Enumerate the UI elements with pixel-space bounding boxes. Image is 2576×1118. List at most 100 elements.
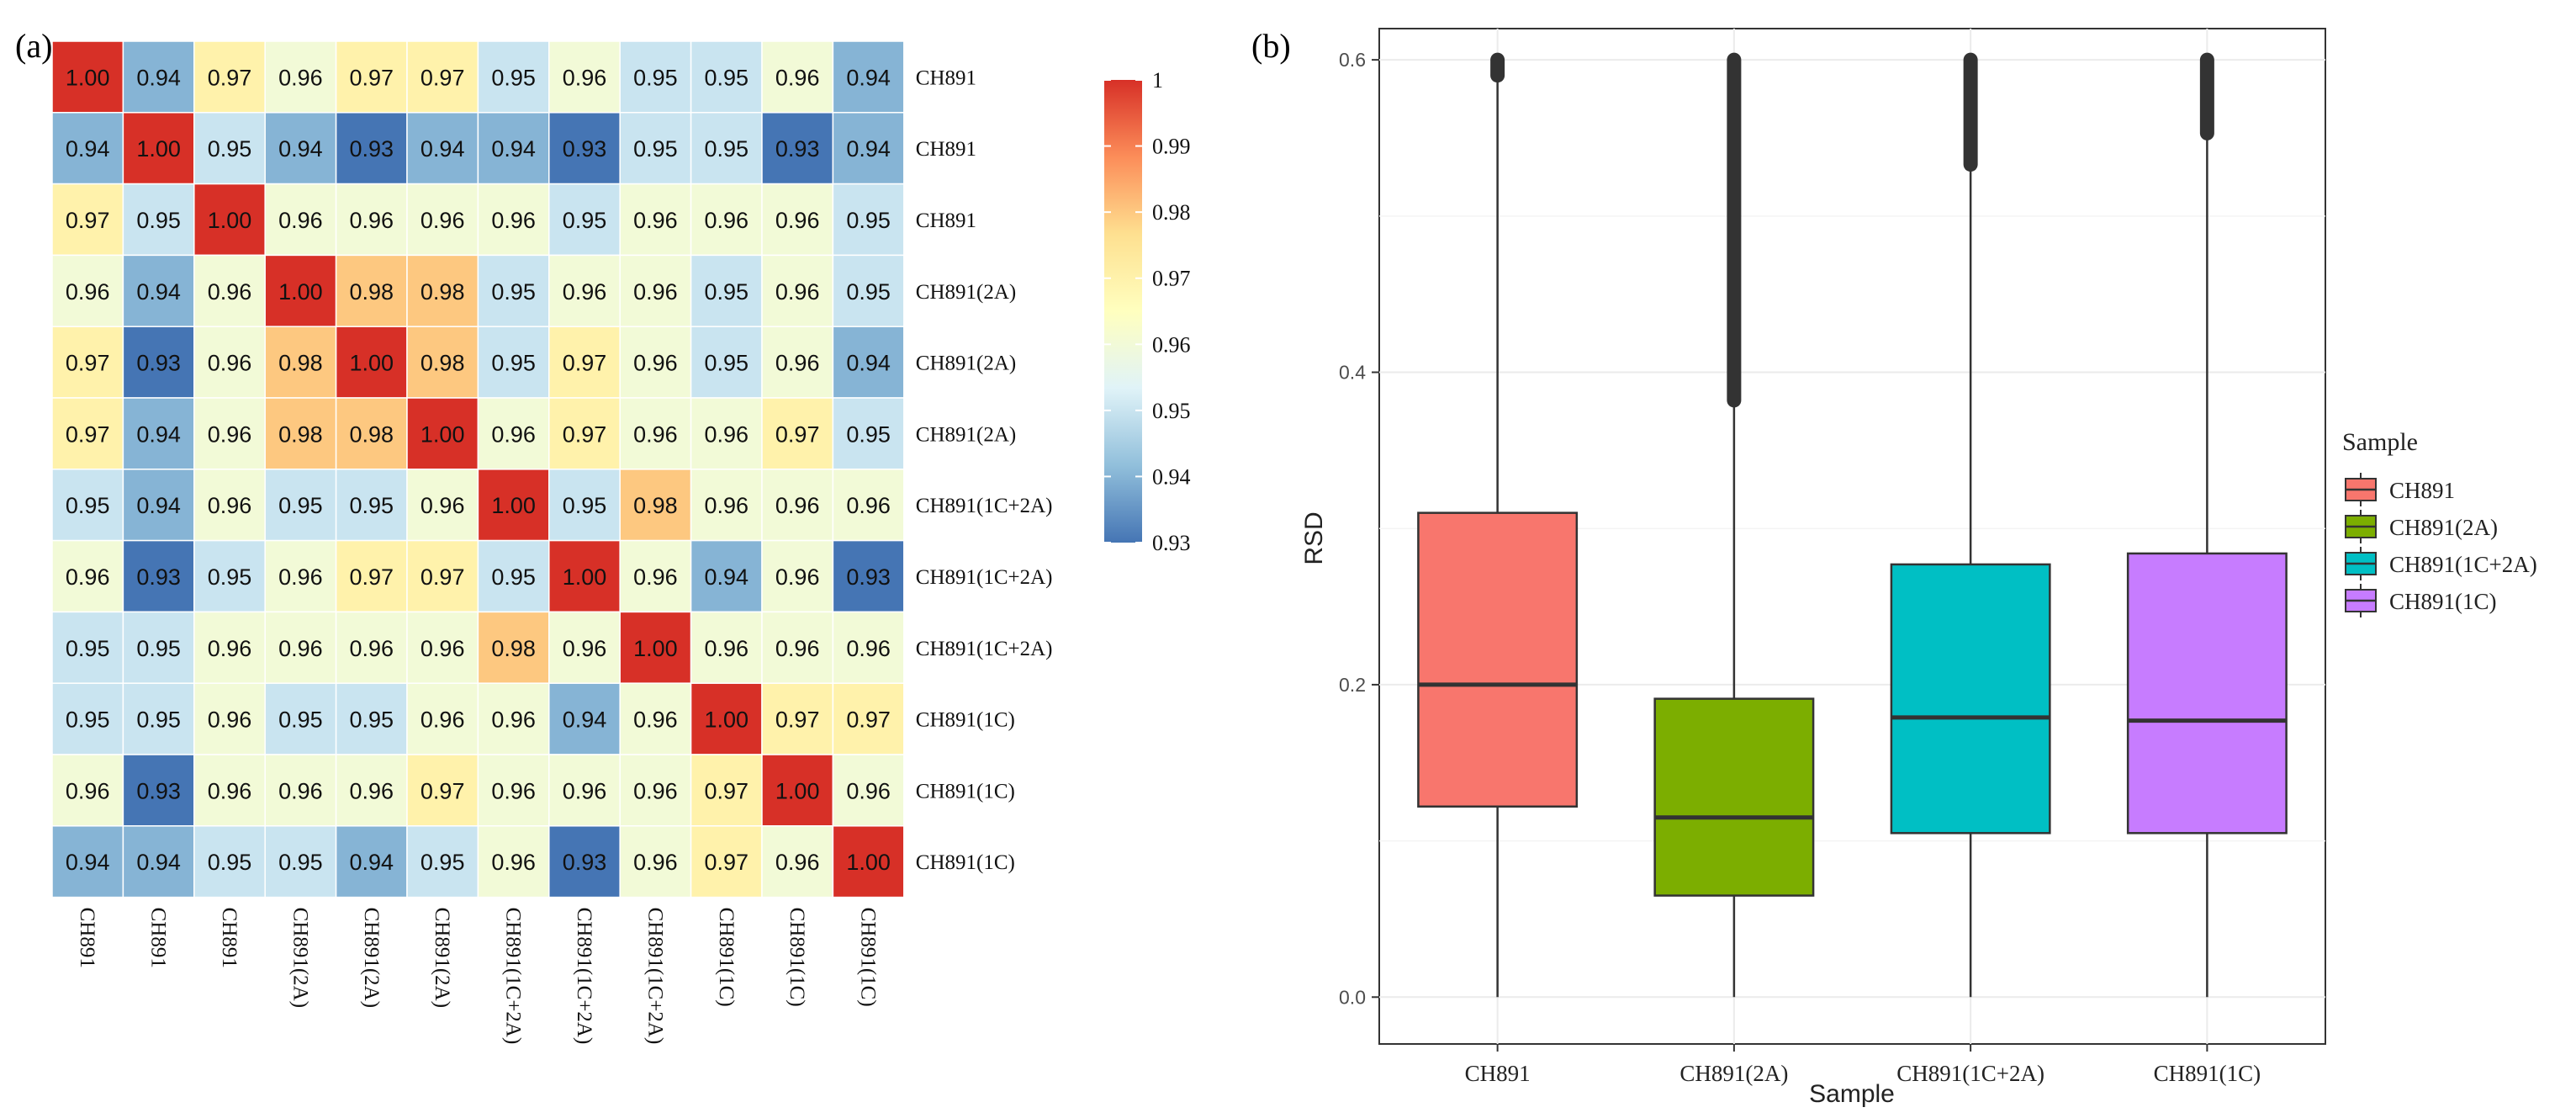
heatmap-cell-label-r4-c2: 0.96 (208, 351, 252, 376)
heatmap-cell-r0-c11 (832, 40, 905, 114)
heatmap-cell-label-r11-c11: 1.00 (846, 850, 891, 875)
colorbar-tick-label-3: 0.97 (1152, 267, 1191, 291)
heatmap-cell-label-r2-c9: 0.96 (705, 208, 749, 233)
heatmap-cell-label-r7-c5: 0.97 (421, 564, 465, 590)
boxplot-panel-label: (b) (1251, 27, 1291, 65)
legend-label-2: CH891(1C+2A) (2389, 552, 2537, 577)
heatmap-cell-label-r1-c0: 0.94 (66, 136, 110, 162)
heatmap-cell-r1-c3 (264, 112, 337, 185)
box-body-2 (1890, 563, 2051, 835)
heatmap-cell-label-r3-c9: 0.95 (705, 279, 749, 305)
heatmap-cell-label-r9-c11: 0.97 (846, 707, 891, 733)
heatmap-cell-label-r11-c6: 0.96 (491, 850, 536, 875)
heatmap-cell-label-r3-c8: 0.96 (633, 279, 678, 305)
heatmap-cell-r11-c4 (335, 825, 408, 898)
heatmap-cell-label-r5-c1: 0.94 (136, 421, 181, 447)
heatmap-cell-label-r9-c4: 0.95 (350, 707, 394, 733)
box-marks (1417, 52, 2288, 998)
heatmap-cell-r2-c6 (477, 183, 550, 257)
heatmap-cell-r11-c2 (193, 825, 266, 898)
heatmap-cell-label-r0-c9: 0.95 (705, 65, 749, 90)
heatmap-col-label-1: CH891 (147, 908, 170, 968)
heatmap-cell-label-r4-c1: 0.93 (136, 351, 181, 376)
heatmap-cell-label-r11-c0: 0.94 (66, 850, 110, 875)
heatmap-col-label-8: CH891(1C+2A) (643, 908, 666, 1045)
heatmap-cell-label-r2-c5: 0.96 (421, 208, 465, 233)
heatmap-cell-label-r11-c1: 0.94 (136, 850, 181, 875)
heatmap-cell-r9-c1 (122, 682, 195, 755)
heatmap-cell-label-r8-c3: 0.96 (278, 636, 323, 661)
heatmap-row-label-11: CH891(1C) (916, 851, 1015, 874)
heatmap-cell-r9-c3 (264, 682, 337, 755)
heatmap-cell-label-r8-c11: 0.96 (846, 636, 891, 661)
heatmap-cell-r3-c8 (619, 254, 692, 327)
heatmap-cell-r6-c5 (406, 469, 479, 542)
heatmap-cell-label-r1-c2: 0.95 (208, 136, 252, 162)
heatmap-cell-label-r8-c2: 0.96 (208, 636, 252, 661)
heatmap-cell-label-r11-c7: 0.93 (563, 850, 607, 875)
heatmap-cell-label-r4-c0: 0.97 (66, 351, 110, 376)
heatmap-cell-r4-c6 (477, 326, 550, 399)
colorbar-tick-label-2: 0.98 (1152, 200, 1191, 225)
y-axis-title: RSD (1300, 511, 1328, 564)
heatmap-cell-label-r11-c10: 0.96 (775, 850, 820, 875)
heatmap-cell-label-r2-c8: 0.96 (633, 208, 678, 233)
heatmap-cell-label-r10-c2: 0.96 (208, 778, 252, 803)
heatmap-cell-label-r1-c10: 0.93 (775, 136, 820, 162)
heatmap-cell-label-r9-c8: 0.96 (633, 707, 678, 733)
heatmap-col-label-9: CH891(1C) (715, 908, 738, 1007)
heatmap-cell-label-r5-c3: 0.98 (278, 421, 323, 447)
heatmap-cell-r7-c3 (264, 539, 337, 613)
heatmap-cell-r10-c6 (477, 754, 550, 827)
heatmap-cell-r3-c6 (477, 254, 550, 327)
heatmap-cell-label-r9-c9: 1.00 (705, 707, 749, 733)
box-axes: 0.0 0.2 0.4 0.6 CH891 CH891(2A) CH891(1C+2A) CH… (1339, 49, 2261, 1086)
heatmap-cell-label-r7-c3: 0.96 (278, 564, 323, 590)
heatmap-row-label-6: CH891(1C+2A) (916, 495, 1053, 517)
heatmap-cell-r0-c7 (548, 40, 621, 114)
heatmap-cell-label-r0-c5: 0.97 (421, 65, 465, 90)
heatmap-cell-label-r10-c1: 0.93 (136, 778, 181, 803)
colorbar-tick-label-7: 0.93 (1152, 531, 1191, 555)
heatmap-cell-r11-c1 (122, 825, 195, 898)
heatmap-cell-label-r10-c0: 0.96 (66, 778, 110, 803)
heatmap-cell-label-r1-c1: 1.00 (136, 136, 181, 162)
heatmap-cell-r11-c5 (406, 825, 479, 898)
heatmap-cell-label-r8-c0: 0.95 (66, 636, 110, 661)
heatmap-cell-label-r5-c8: 0.96 (633, 421, 678, 447)
heatmap-cell-label-r7-c11: 0.93 (846, 564, 891, 590)
heatmap-panel: (a) 1.00 0.94 0.97 0.96 0.97 0.97 0.95 0.96 0.95… (15, 27, 1191, 1044)
heatmap-cell-label-r6-c10: 0.96 (775, 493, 820, 518)
heatmap-cell-r10-c5 (406, 754, 479, 827)
heatmap-cell-r9-c11 (832, 682, 905, 755)
heatmap-colorbar: 1 0.99 0.98 0.97 0.96 0.95 0.94 0.93 (1104, 68, 1191, 555)
heatmap-cell-label-r3-c11: 0.95 (846, 279, 891, 305)
heatmap-cell-label-r6-c8: 0.98 (633, 493, 678, 518)
heatmap-cell-labels: 1.00 0.94 0.97 0.96 0.97 0.97 0.95 0.96 0.95 0.95… (66, 65, 891, 875)
heatmap-cell-label-r1-c4: 0.93 (350, 136, 394, 162)
heatmap-cell-label-r3-c6: 0.95 (491, 279, 536, 305)
heatmap-cell-r8-c6 (477, 611, 550, 684)
heatmap-cells (51, 40, 905, 898)
heatmap-cell-r10-c11 (832, 754, 905, 827)
heatmap-col-labels: CH891 CH891 CH891 CH891(2A) CH891(2A) CH891(2… (76, 908, 879, 1045)
heatmap-cell-r2-c11 (832, 183, 905, 257)
colorbar-tick-label-4: 0.96 (1152, 332, 1191, 357)
x-tick-label-2: CH891(1C+2A) (1896, 1061, 2044, 1086)
heatmap-col-label-4: CH891(2A) (360, 908, 383, 1008)
heatmap-cell-label-r0-c7: 0.96 (563, 65, 607, 90)
heatmap-cell-r6-c11 (832, 469, 905, 542)
heatmap-cell-r2-c0 (51, 183, 124, 257)
heatmap-cell-label-r7-c10: 0.96 (775, 564, 820, 590)
heatmap-cell-label-r0-c2: 0.97 (208, 65, 252, 90)
heatmap-cell-label-r2-c1: 0.95 (136, 208, 181, 233)
heatmap-row-label-3: CH891(2A) (916, 281, 1016, 304)
heatmap-cell-r7-c6 (477, 539, 550, 613)
heatmap-cell-label-r9-c10: 0.97 (775, 707, 820, 733)
heatmap-cell-r2-c3 (264, 183, 337, 257)
heatmap-cell-r6-c2 (193, 469, 266, 542)
box-group-1 (1653, 52, 1815, 998)
x-axis-title: Sample (1809, 1080, 1895, 1108)
heatmap-cell-label-r0-c6: 0.95 (491, 65, 536, 90)
